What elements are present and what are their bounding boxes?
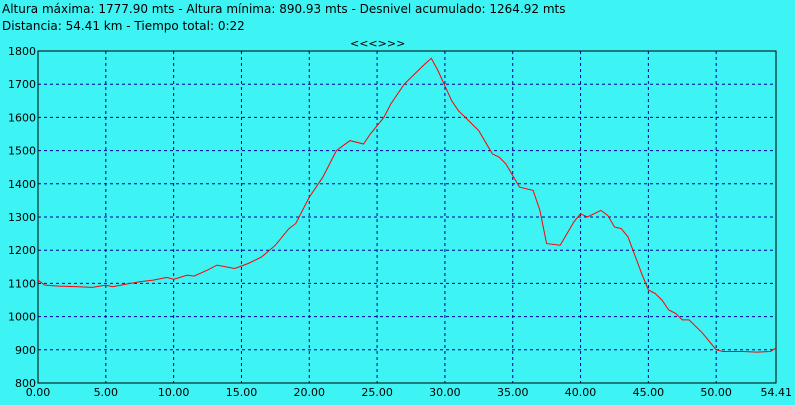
x-tick-label: 25.00	[361, 386, 393, 399]
y-tick-label: 1100	[8, 277, 36, 290]
nav-arrows-button[interactable]: <<<>>>	[350, 37, 406, 50]
x-tick-label: 10.00	[158, 386, 190, 399]
x-tick-label: 45.00	[633, 386, 665, 399]
y-tick-label: 1300	[8, 211, 36, 224]
header-stats-line: Altura máxima: 1777.90 mts - Altura míni…	[2, 2, 566, 16]
y-tick-label: 1800	[8, 45, 36, 58]
x-tick-label: 30.00	[429, 386, 461, 399]
plot-frame	[37, 50, 777, 384]
y-tick-label: 1000	[8, 311, 36, 324]
y-tick-label: 1200	[8, 244, 36, 257]
header-distance-line: Distancia: 54.41 km - Tiempo total: 0:22	[2, 19, 245, 33]
x-tick-label: 50.00	[700, 386, 732, 399]
y-tick-label: 900	[15, 344, 36, 357]
y-tick-label: 1700	[8, 78, 36, 91]
x-tick-label: 35.00	[497, 386, 529, 399]
x-tick-label: 0.00	[26, 386, 51, 399]
y-tick-label: 1500	[8, 145, 36, 158]
x-tick-label: 40.00	[565, 386, 597, 399]
y-tick-label: 1600	[8, 111, 36, 124]
x-tick-label: 20.00	[294, 386, 326, 399]
x-tick-label: 54.41	[761, 386, 793, 399]
x-tick-label: 15.00	[226, 386, 258, 399]
y-tick-label: 800	[15, 377, 36, 390]
x-tick-label: 5.00	[94, 386, 119, 399]
y-tick-label: 1400	[8, 178, 36, 191]
elevation-line	[37, 57, 777, 353]
